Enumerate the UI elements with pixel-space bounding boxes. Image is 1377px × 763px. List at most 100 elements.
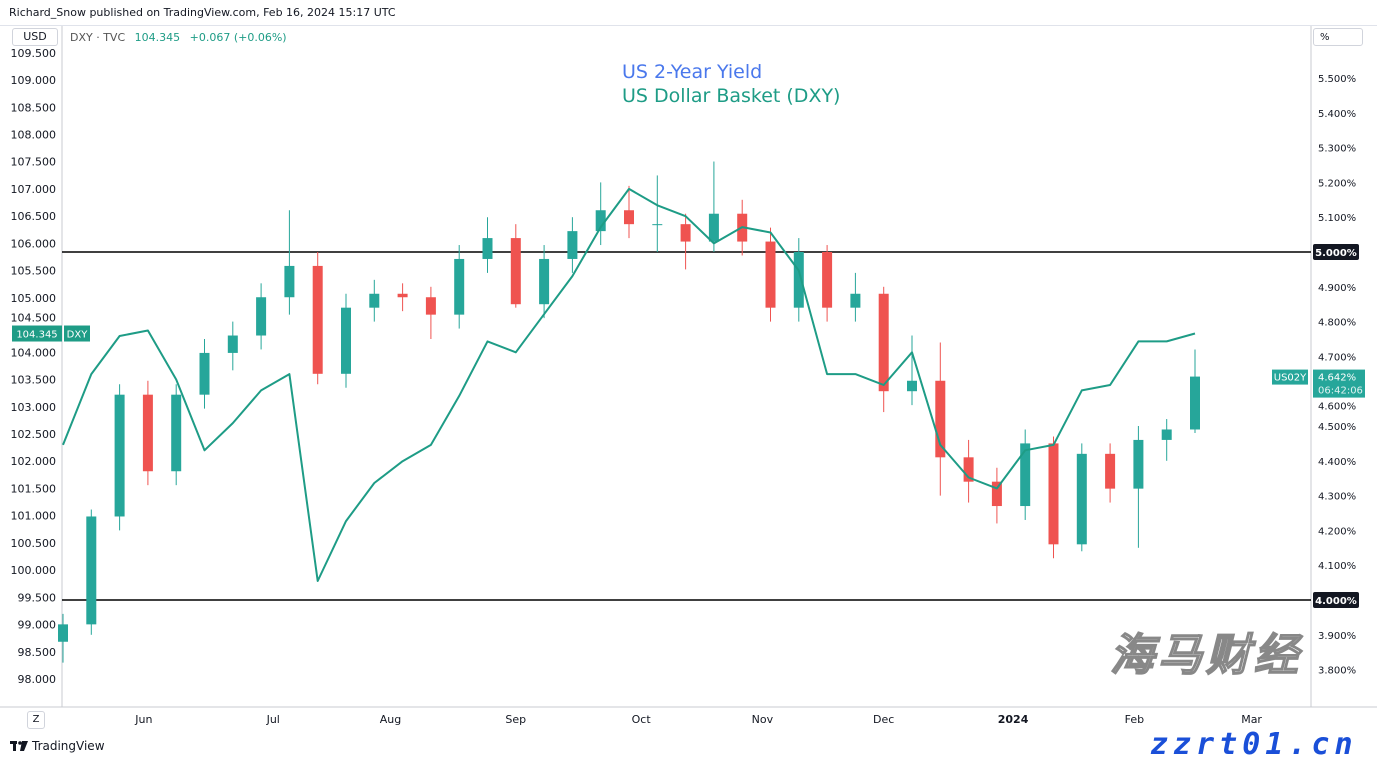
level-badge-label: 5.000% (1315, 248, 1357, 259)
left-axis-tick-label: 103.500 (11, 374, 57, 387)
candle (793, 238, 804, 322)
legend-symbol: DXY · TVC (70, 31, 126, 44)
candle (171, 384, 182, 486)
candle (1133, 426, 1144, 548)
candle-body (1020, 443, 1031, 507)
right-axis-tick-label: 4.500% (1318, 422, 1356, 433)
right-axis-tick-label: 3.900% (1318, 631, 1356, 642)
left-axis-tick-label: 99.000 (18, 619, 57, 632)
time-axis-label: Nov (752, 713, 774, 726)
candle (963, 439, 974, 503)
right-axis-tick-label: 5.400% (1318, 109, 1356, 120)
dxy-name-label: DXY (67, 330, 89, 341)
candle (114, 384, 125, 531)
candle-body (58, 624, 68, 642)
candle-body (171, 394, 182, 472)
us02y-price-badge (1313, 369, 1365, 398)
candle (765, 227, 776, 322)
left-axis-tick-label: 102.000 (11, 455, 57, 468)
time-axis-label: Dec (873, 713, 894, 726)
candle-body (510, 238, 521, 305)
left-axis-tick-label: 98.500 (18, 646, 57, 659)
left-axis-tick-label: 102.500 (11, 428, 57, 441)
tradingview-logo-icon (10, 741, 28, 751)
right-axis-tick-label: 5.300% (1318, 144, 1356, 155)
left-axis-tick-label: 99.500 (18, 591, 57, 604)
candle (850, 272, 861, 322)
candle (878, 286, 889, 413)
candle (227, 321, 238, 371)
symbol-legend: DXY · TVC 104.345 +0.067 (+0.06%) (70, 31, 287, 44)
candle-body (1076, 453, 1087, 545)
left-axis-tick-label: 101.500 (11, 482, 57, 495)
currency-button[interactable]: USD (12, 28, 58, 46)
dxy-price-badge (12, 325, 62, 342)
left-axis-tick-label: 106.000 (11, 237, 57, 250)
publisher-line: Richard_Snow published on TradingView.co… (9, 6, 396, 19)
candle-body (878, 293, 889, 392)
time-axis-label: Oct (632, 713, 652, 726)
candle-body (86, 516, 97, 625)
candle (1048, 436, 1059, 559)
candle (86, 509, 97, 635)
tradingview-logo[interactable]: TradingView (10, 739, 105, 753)
candle (652, 175, 663, 252)
watermark-logo: 海马财经 (1109, 629, 1302, 682)
candle (341, 293, 351, 388)
right-axis-tick-label: 3.800% (1318, 666, 1356, 677)
candle (907, 335, 917, 406)
candle (482, 217, 493, 273)
candle (425, 286, 436, 339)
candle (1020, 429, 1031, 520)
candle-body (850, 293, 861, 308)
timezone-button[interactable]: Z (27, 711, 45, 729)
us02y-price-label: 4.642% (1318, 373, 1356, 384)
candle-body (907, 380, 917, 392)
candle-body (935, 380, 946, 458)
right-axis-tick-label: 4.800% (1318, 318, 1356, 329)
candle (256, 283, 267, 350)
candle-body (595, 210, 606, 232)
candle-body (114, 394, 125, 517)
candle-body (369, 293, 380, 308)
candle-body (142, 394, 153, 472)
percent-scale-button[interactable]: % (1313, 28, 1363, 46)
candle-body (256, 297, 267, 336)
candle-body (539, 258, 550, 305)
candle-body (1048, 443, 1059, 545)
candle-body (454, 258, 465, 315)
us02y-name-badge (1272, 369, 1308, 385)
chart-frame (0, 25, 1377, 737)
candle (284, 210, 295, 315)
left-axis-tick-label: 104.500 (11, 312, 57, 325)
candle-body (397, 293, 408, 298)
right-axis-tick-label: 4.700% (1318, 352, 1356, 363)
left-axis-tick-label: 109.000 (11, 74, 57, 87)
left-axis-tick-label: 108.500 (11, 101, 57, 114)
candle-body (680, 224, 691, 242)
candle (142, 380, 153, 486)
candle-body (1105, 453, 1116, 489)
right-axis-tick-label: 5.500% (1318, 74, 1356, 85)
title-us-2y: US 2-Year Yield (622, 61, 763, 83)
candle-body (567, 231, 578, 259)
candle (312, 252, 323, 385)
candle (510, 224, 521, 308)
candle-body (199, 352, 210, 395)
candle-body (822, 252, 833, 308)
dxy-name-badge (64, 325, 90, 342)
candle (369, 279, 380, 322)
candle (539, 245, 550, 319)
candle (397, 283, 408, 312)
right-axis-tick-label: 4.100% (1318, 561, 1356, 572)
left-axis-tick-label: 107.000 (11, 183, 57, 196)
candle-body (963, 457, 974, 482)
time-axis-label: 2024 (998, 713, 1029, 726)
candle (454, 245, 465, 329)
left-axis-tick-label: 106.500 (11, 210, 57, 223)
candle-body (1161, 429, 1172, 440)
candle-body (793, 252, 804, 308)
candle (1105, 443, 1116, 503)
candle (1190, 349, 1200, 433)
